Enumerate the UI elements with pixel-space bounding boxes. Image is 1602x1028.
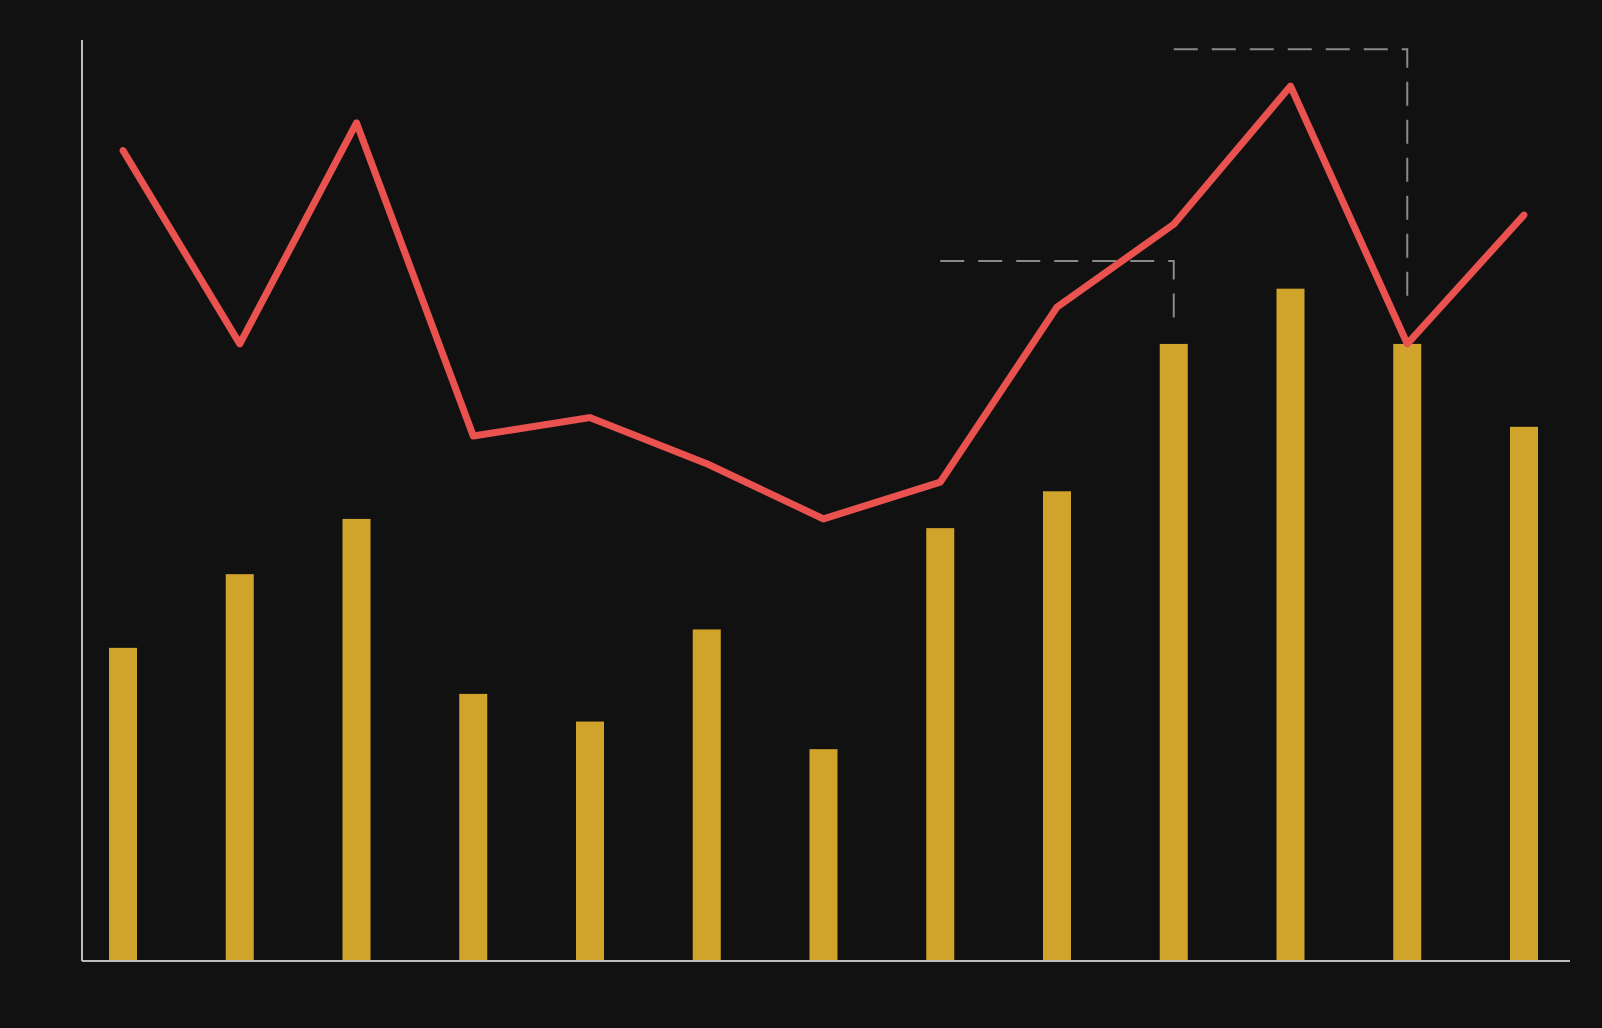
annotations (940, 48, 1409, 326)
bar-series (109, 288, 1538, 961)
bar (459, 693, 488, 961)
bar (926, 528, 955, 961)
line-series (119, 82, 1528, 523)
annotation-bracket (940, 260, 1175, 326)
axes (81, 40, 1570, 962)
bar (576, 721, 604, 961)
annotation-bracket (1173, 48, 1409, 298)
bar (1510, 426, 1538, 961)
bar (1159, 343, 1188, 961)
bar (1393, 343, 1422, 961)
bar (1276, 288, 1305, 961)
bar (692, 629, 721, 961)
bar (809, 749, 838, 961)
bar (109, 647, 137, 961)
bar (1043, 491, 1071, 961)
series-line (119, 82, 1528, 523)
bar (225, 574, 254, 961)
bar (342, 518, 371, 961)
